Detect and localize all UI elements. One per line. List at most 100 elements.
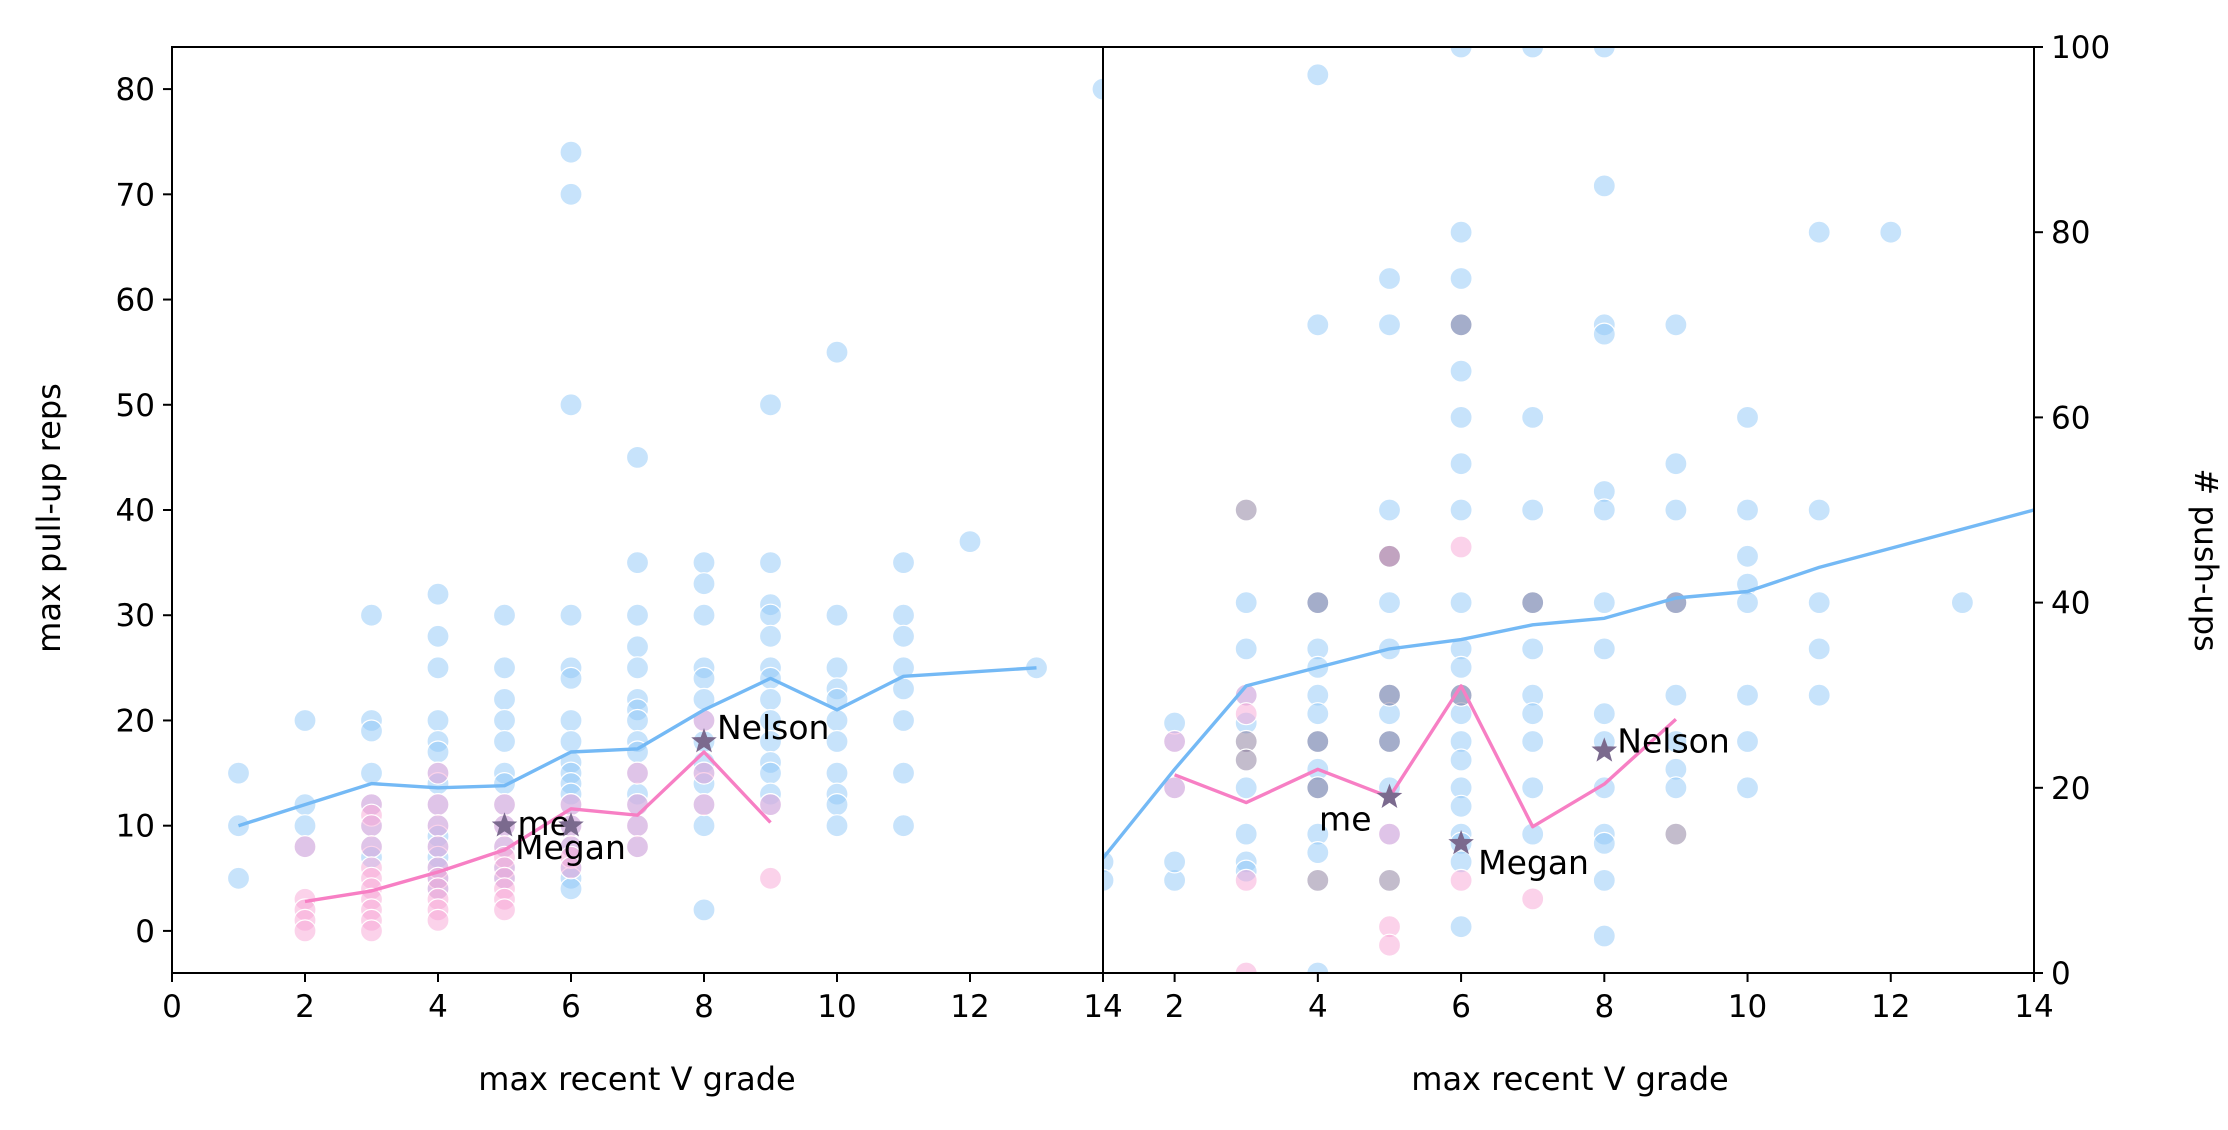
blue-data-point [1234, 590, 1258, 615]
blue-data-point [625, 708, 650, 733]
blue-data-point [1306, 702, 1330, 726]
blue-data-point [1664, 313, 1688, 337]
pink-data-point [359, 919, 384, 943]
blue-data-point [426, 582, 450, 606]
blue-data-point [1449, 47, 1473, 59]
blue-data-point [1162, 850, 1187, 874]
annotation-label-megan: Megan [515, 828, 626, 867]
pink-data-point [758, 792, 783, 817]
blue-data-point [1521, 776, 1545, 800]
blue-data-point [891, 603, 916, 627]
blue-data-point [1807, 590, 1831, 615]
blue-data-point [1449, 498, 1473, 522]
y-tick-label: 70 [116, 177, 155, 213]
blue-data-point [692, 603, 716, 627]
blue-data-point [1377, 590, 1402, 615]
blue-data-point [1664, 729, 1688, 754]
blue-data-point [1592, 47, 1616, 59]
pink-data-point [1377, 822, 1402, 846]
highlight-star-nelson [1591, 737, 1618, 762]
pink-mean-line [1173, 684, 1678, 829]
blue-data-point [1950, 590, 1975, 615]
blue-data-point [1807, 683, 1831, 707]
y-tick-label: 20 [116, 703, 155, 739]
blue-data-point [359, 761, 384, 785]
pink-data-point [1162, 729, 1187, 754]
right-axes: 2 4 6 8 10 12 140 20 40 60 80 100 [1102, 30, 2110, 1025]
blue-mean-line [1103, 508, 2034, 860]
pink-data-point [426, 792, 450, 817]
x-tick-label: 4 [1308, 989, 1328, 1025]
purple-data-point [1377, 544, 1402, 568]
blue-mean-line [237, 666, 1037, 828]
blue-data-point [1592, 590, 1616, 615]
blue-data-point [758, 761, 783, 785]
pink-data-point [625, 835, 650, 859]
blue-data-point [492, 687, 517, 712]
blue-data-point [1449, 748, 1473, 772]
blue-data-point [625, 445, 650, 469]
pink-data-point [1449, 868, 1473, 893]
pink-data-point [559, 856, 583, 880]
blue-data-point [1103, 868, 1115, 892]
y-tick-label: 80 [2051, 215, 2090, 251]
pink-data-point [426, 761, 450, 785]
blue-data-point [692, 572, 716, 596]
blue-data-point [1735, 544, 1760, 568]
purple-data-point [1664, 590, 1688, 615]
blue-data-point [559, 140, 583, 164]
left-x-axis-label: max recent V grade [478, 1060, 795, 1098]
right-y-axis-label: # push-ups [2187, 468, 2225, 651]
y-tick-label: 60 [2051, 400, 2090, 436]
pink-data-point [293, 835, 317, 859]
x-tick-label: 10 [817, 989, 856, 1025]
blue-data-point [692, 814, 716, 838]
blue-data-point [1521, 498, 1545, 522]
pink-data-point [1521, 887, 1545, 911]
purple-data-point [1306, 776, 1330, 800]
highlight-star-nelson [691, 728, 717, 753]
x-tick-label: 10 [1728, 989, 1767, 1025]
right-plot-marks: me Megan Nelson [1103, 47, 2034, 973]
blue-data-point [758, 393, 783, 417]
left-axes: 0 2 4 6 8 10 12 14 0 10 20 30 40 50 60 70 80 [116, 46, 1123, 1025]
blue-data-point [359, 719, 384, 743]
annotation-label-nelson: Nelson [717, 708, 829, 747]
pink-data-point [426, 835, 450, 859]
purple-data-point [1377, 868, 1402, 893]
blue-data-point [1306, 840, 1330, 865]
blue-data-point [1592, 498, 1616, 522]
pink-data-point [426, 814, 450, 838]
blue-data-point [891, 624, 916, 648]
purple-data-point [1306, 729, 1330, 754]
blue-data-point [559, 666, 583, 691]
blue-data-point [625, 603, 650, 627]
blue-data-point [958, 529, 982, 554]
y-tick-label: 80 [116, 72, 155, 108]
blue-data-point [1735, 405, 1760, 429]
blue-data-point [1879, 220, 1903, 244]
x-tick-label: 12 [1871, 989, 1910, 1025]
highlight-star-me [1376, 783, 1403, 808]
y-tick-label: 30 [116, 598, 155, 634]
pink-data-point [359, 814, 384, 838]
blue-data-point [1735, 498, 1760, 522]
blue-data-point [559, 708, 583, 733]
blue-data-point [1306, 313, 1330, 337]
blue-data-point [1449, 405, 1473, 429]
x-tick-label: 8 [1594, 989, 1614, 1025]
blue-data-point [1735, 683, 1760, 707]
right-x-axis-label: max recent V grade [1411, 1060, 1728, 1098]
blue-data-point [825, 761, 849, 785]
blue-data-point [1521, 47, 1545, 59]
x-tick-label: 6 [1451, 989, 1471, 1025]
blue-data-point [1664, 452, 1688, 476]
blue-data-point [692, 666, 716, 691]
purple-data-point [1449, 313, 1473, 337]
pink-data-point [1234, 961, 1258, 973]
highlight-star-megan [1448, 829, 1474, 855]
axes-frame [1102, 46, 2035, 974]
pink-data-point [692, 761, 716, 785]
x-tick-label: 2 [1165, 989, 1185, 1025]
